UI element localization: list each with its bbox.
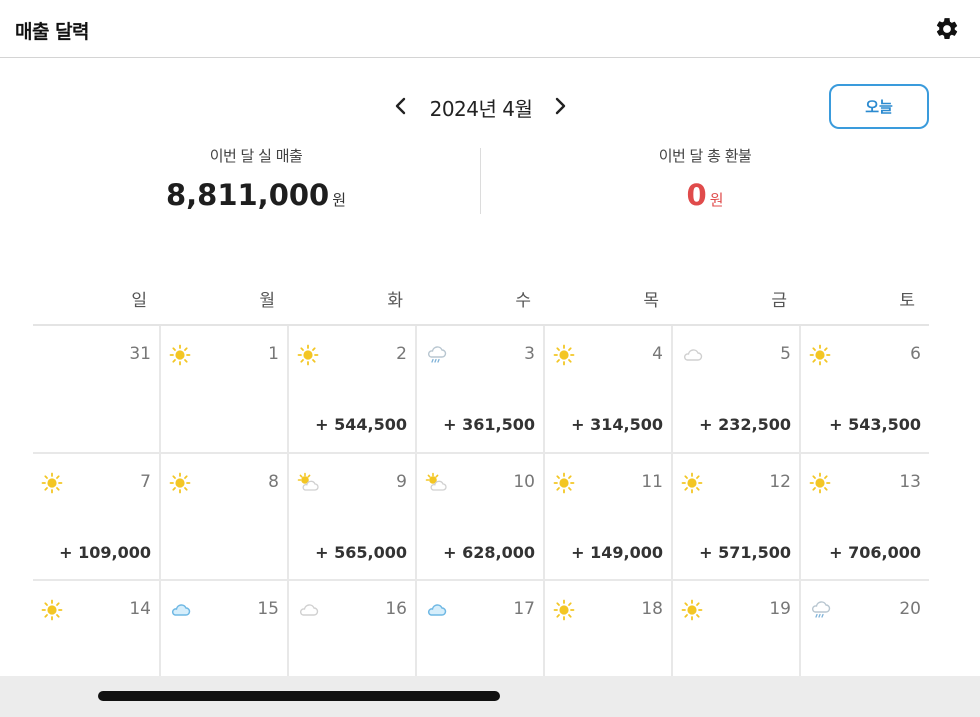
day-number: 18: [641, 599, 663, 619]
calendar-day-cell[interactable]: 5 + 232,500: [673, 326, 801, 454]
day-sales-amount: + 149,000: [571, 542, 663, 562]
sun-icon: [553, 344, 575, 366]
day-number: 17: [513, 599, 535, 619]
day-number: 13: [899, 471, 921, 492]
day-number: 7: [140, 471, 151, 492]
cloud-icon: [169, 599, 191, 621]
sun-icon: [809, 344, 831, 366]
day-number: 12: [769, 471, 791, 492]
day-number: 4: [652, 344, 663, 364]
day-number: 19: [769, 599, 791, 619]
calendar-day-cell[interactable]: 12 + 571,500: [673, 453, 801, 581]
day-sales-amount: + 314,500: [571, 415, 663, 434]
rain-cloud-icon: [425, 344, 447, 366]
weekday-sat: 토: [899, 291, 915, 311]
month-navigation: 2024년 4월: [0, 90, 980, 122]
day-sales-amount: + 109,000: [59, 542, 151, 562]
calendar-day-cell[interactable]: 6 + 543,500: [801, 326, 929, 454]
weekday-fri: 금: [771, 291, 787, 311]
sun-icon: [169, 472, 191, 494]
day-number: 14: [129, 599, 151, 619]
today-button[interactable]: 오늘: [829, 84, 929, 129]
monthly-sales-unit: 원: [332, 191, 347, 209]
day-sales-amount: + 571,500: [699, 542, 791, 562]
weekday-tue: 화: [387, 291, 403, 311]
monthly-sales: 8,811,000 원: [140, 178, 372, 218]
gear-icon[interactable]: [934, 16, 960, 42]
day-number: 20: [899, 599, 921, 619]
top-app-bar: 매출 달력: [0, 0, 980, 58]
sun-icon: [553, 472, 575, 494]
calendar-day-cell[interactable]: 11 + 149,000: [545, 453, 673, 581]
day-sales-amount: + 544,500: [315, 415, 407, 434]
partly-cloudy-icon: [425, 472, 447, 494]
sun-icon: [169, 344, 191, 366]
day-number: 9: [396, 471, 407, 492]
sun-icon: [41, 599, 63, 621]
day-sales-amount: + 232,500: [699, 415, 791, 434]
calendar-day-cell[interactable]: 9 + 565,000: [289, 453, 417, 581]
day-number: 3: [524, 344, 535, 364]
monthly-refund: 0 원: [605, 178, 805, 218]
calendar-grid: 31 1 2 + 544,500 3 + 361,500 4 + 314,500 5 + 232,…: [33, 324, 929, 709]
summary-divider: [480, 148, 481, 214]
day-sales-amount: + 706,000: [829, 542, 921, 562]
day-number: 11: [641, 471, 663, 492]
calendar-day-cell[interactable]: 3 + 361,500: [417, 326, 545, 454]
weekday-wed: 수: [515, 291, 531, 311]
sun-icon: [41, 472, 63, 494]
weekday-sun: 일: [131, 291, 147, 311]
day-number: 1: [268, 344, 279, 364]
partly-cloudy-icon: [297, 472, 319, 494]
rain-cloud-icon: [809, 599, 831, 621]
calendar-day-cell[interactable]: 2 + 544,500: [289, 326, 417, 454]
weekday-mon: 월: [259, 291, 275, 311]
day-number: 6: [910, 344, 921, 364]
monthly-refund-unit: 원: [709, 191, 724, 209]
day-number: 15: [257, 599, 279, 619]
day-number: 16: [385, 599, 407, 619]
day-number: 31: [129, 344, 151, 364]
cloud-icon: [297, 599, 319, 621]
calendar-day-cell[interactable]: 13 + 706,000: [801, 454, 929, 581]
sun-icon: [681, 472, 703, 494]
day-number: 8: [268, 471, 279, 492]
calendar-day-cell[interactable]: 8: [161, 453, 289, 581]
calendar-day-cell[interactable]: 31: [33, 326, 161, 454]
home-indicator[interactable]: [98, 691, 500, 701]
cloud-icon: [681, 344, 703, 366]
calendar-day-cell[interactable]: 1: [161, 326, 289, 454]
day-sales-amount: + 543,500: [829, 415, 921, 434]
monthly-sales-label: 이번 달 실 매출: [209, 147, 303, 165]
cloud-icon: [425, 599, 447, 621]
chevron-left-icon[interactable]: [391, 92, 411, 120]
day-number: 2: [396, 344, 407, 364]
monthly-refund-amount: 0: [686, 178, 707, 212]
chevron-right-icon[interactable]: [550, 92, 570, 120]
sun-icon: [553, 599, 575, 621]
day-number: 5: [780, 344, 791, 364]
day-sales-amount: + 361,500: [443, 415, 535, 434]
day-sales-amount: + 628,000: [443, 542, 535, 562]
sun-icon: [809, 472, 831, 494]
current-month-label: 2024년 4월: [429, 97, 533, 121]
monthly-sales-amount: 8,811,000: [165, 178, 330, 212]
monthly-refund-label: 이번 달 총 환불: [658, 147, 752, 165]
calendar-day-cell[interactable]: 4 + 314,500: [545, 326, 673, 454]
page-title: 매출 달력: [15, 21, 90, 43]
day-number: 10: [513, 471, 535, 492]
weekday-thu: 목: [643, 291, 659, 311]
weekday-header: 일 월 화 수 목 금 토: [33, 286, 929, 312]
day-sales-amount: + 565,000: [315, 542, 407, 562]
calendar-day-cell[interactable]: 10 + 628,000: [417, 453, 545, 581]
calendar-day-cell[interactable]: 7 + 109,000: [33, 453, 161, 581]
sun-icon: [297, 344, 319, 366]
bottom-safe-area: [0, 676, 980, 717]
sun-icon: [681, 599, 703, 621]
